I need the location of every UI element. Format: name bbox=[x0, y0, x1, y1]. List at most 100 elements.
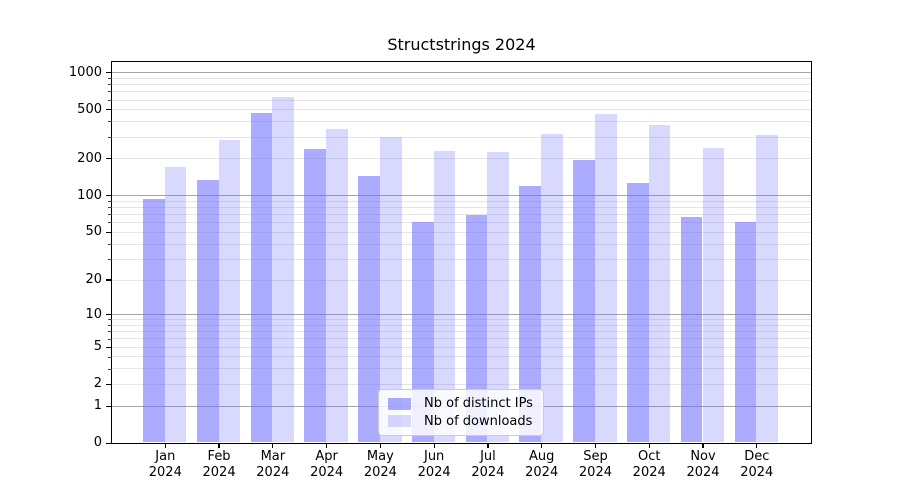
y-tick-label: 5 bbox=[93, 339, 102, 355]
gridline-minor bbox=[111, 136, 811, 138]
legend-item-distinct-ips: Nb of distinct IPs bbox=[388, 396, 534, 411]
bar-distinct-ips-jul bbox=[465, 214, 488, 443]
plot-area bbox=[110, 60, 812, 444]
bar-distinct-ips-jan bbox=[143, 199, 165, 443]
bar-downloads-aug bbox=[541, 133, 563, 443]
y-tick-mark bbox=[105, 442, 112, 444]
gridline-minor bbox=[111, 331, 811, 333]
chart-title: Structstrings 2024 bbox=[387, 35, 536, 54]
y-minor-tick-mark bbox=[108, 77, 112, 79]
gridline-minor bbox=[111, 356, 811, 358]
x-tick-label: Dec 2024 bbox=[740, 449, 774, 480]
gridline-major bbox=[111, 314, 811, 316]
y-tick-mark bbox=[105, 231, 112, 233]
bar-downloads-may bbox=[379, 136, 402, 443]
legend-label-downloads: Nb of downloads bbox=[424, 413, 533, 429]
x-tick-mark bbox=[648, 443, 650, 448]
y-minor-tick-mark bbox=[108, 207, 112, 208]
bar-downloads-mar bbox=[272, 96, 295, 443]
y-tick-mark bbox=[105, 405, 112, 407]
y-tick-mark bbox=[105, 383, 112, 385]
gridline-minor bbox=[111, 200, 811, 202]
y-minor-tick-mark bbox=[108, 258, 112, 260]
bar-downloads-jun bbox=[433, 151, 456, 443]
y-minor-tick-mark bbox=[108, 325, 112, 326]
x-tick-mark bbox=[756, 443, 758, 448]
y-tick-mark bbox=[105, 314, 112, 316]
gridline-minor bbox=[111, 368, 811, 370]
bar-distinct-ips-feb bbox=[196, 180, 219, 443]
y-minor-tick-mark bbox=[108, 91, 112, 93]
y-tick-label: 1 bbox=[93, 398, 102, 414]
x-tick-label: Sep 2024 bbox=[578, 449, 612, 480]
gridline-minor bbox=[111, 258, 811, 260]
y-minor-tick-mark bbox=[108, 136, 112, 138]
gridline-minor bbox=[111, 214, 811, 216]
y-tick-mark bbox=[105, 346, 112, 348]
y-minor-tick-mark bbox=[108, 99, 112, 101]
gridline-minor bbox=[111, 324, 811, 326]
gridline-major bbox=[111, 72, 811, 74]
bar-distinct-ips-jun bbox=[411, 222, 434, 443]
gridline-minor bbox=[111, 91, 811, 93]
gridline-major bbox=[111, 195, 811, 197]
bar-downloads-oct bbox=[648, 125, 671, 443]
x-tick-label: Mar 2024 bbox=[256, 449, 290, 480]
gridline-minor bbox=[111, 231, 811, 233]
x-tick-mark bbox=[702, 443, 704, 448]
y-tick-label: 1000 bbox=[68, 64, 102, 80]
gridline-minor bbox=[111, 99, 811, 101]
bar-distinct-ips-apr bbox=[304, 148, 327, 443]
bar-distinct-ips-dec bbox=[734, 222, 757, 443]
y-tick-mark bbox=[105, 279, 112, 281]
y-minor-tick-mark bbox=[108, 338, 112, 340]
y-tick-label: 200 bbox=[77, 150, 102, 166]
gridline-minor bbox=[111, 319, 811, 321]
legend-item-downloads: Nb of downloads bbox=[388, 414, 534, 429]
x-tick-mark bbox=[218, 443, 220, 448]
gridline-minor bbox=[111, 338, 811, 340]
y-minor-tick-mark bbox=[108, 214, 112, 216]
y-tick-label: 2 bbox=[93, 376, 102, 392]
x-tick-label: Jan 2024 bbox=[148, 449, 182, 480]
y-tick-mark bbox=[105, 158, 112, 160]
gridline-minor bbox=[111, 77, 811, 79]
x-tick-mark bbox=[272, 443, 274, 448]
x-tick-mark bbox=[594, 443, 597, 448]
x-tick-label: Oct 2024 bbox=[632, 449, 666, 480]
y-minor-tick-mark bbox=[108, 222, 112, 224]
gridline-minor bbox=[111, 346, 811, 348]
x-tick-label: Apr 2024 bbox=[310, 449, 344, 480]
y-tick-label: 100 bbox=[77, 187, 102, 203]
gridline-minor bbox=[111, 222, 811, 224]
y-minor-tick-mark bbox=[108, 331, 112, 333]
x-tick-label: May 2024 bbox=[363, 449, 397, 480]
y-tick-label: 500 bbox=[77, 101, 102, 117]
x-tick-label: Nov 2024 bbox=[686, 449, 720, 480]
x-tick-mark bbox=[164, 443, 166, 448]
y-minor-tick-mark bbox=[108, 84, 112, 86]
y-tick-mark bbox=[105, 109, 112, 111]
bar-downloads-jul bbox=[487, 152, 510, 443]
bar-downloads-apr bbox=[326, 129, 348, 443]
gridline-minor bbox=[111, 121, 811, 123]
bar-distinct-ips-aug bbox=[519, 186, 542, 443]
x-tick-mark bbox=[487, 443, 489, 448]
bar-downloads-feb bbox=[218, 140, 241, 443]
y-minor-tick-mark bbox=[108, 319, 112, 321]
legend: Nb of distinct IPs Nb of downloads bbox=[378, 389, 544, 436]
y-minor-tick-mark bbox=[108, 243, 112, 245]
y-tick-label: 10 bbox=[85, 306, 102, 322]
legend-swatch-downloads bbox=[388, 415, 411, 428]
bar-downloads-dec bbox=[756, 134, 778, 443]
bar-distinct-ips-oct bbox=[627, 183, 649, 443]
legend-swatch-distinct-ips bbox=[388, 397, 411, 410]
gridline-minor bbox=[111, 158, 811, 160]
gridline-minor bbox=[111, 243, 811, 245]
gridline-minor bbox=[111, 109, 811, 111]
legend-label-distinct-ips: Nb of distinct IPs bbox=[424, 396, 533, 412]
x-tick-label: Feb 2024 bbox=[202, 449, 236, 480]
bar-distinct-ips-may bbox=[358, 176, 380, 443]
x-tick-mark bbox=[433, 443, 435, 448]
